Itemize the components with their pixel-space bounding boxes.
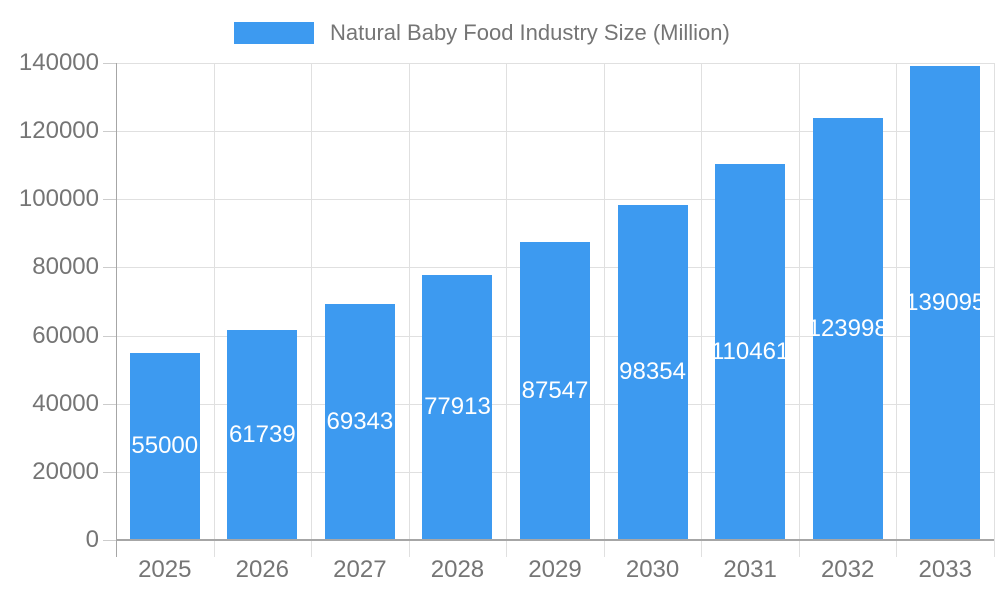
x-axis-tick-label: 2031 (723, 556, 777, 583)
bar-value-label: 77913 (424, 393, 491, 421)
gridline-vertical (408, 63, 410, 557)
x-axis-tick-label: 2027 (333, 556, 387, 583)
bar-2028[interactable] (422, 274, 493, 540)
bar-value-label: 69343 (326, 407, 394, 435)
bar-2030[interactable] (617, 204, 688, 540)
y-axis-tick (103, 63, 116, 64)
y-axis-tick (103, 267, 116, 269)
y-axis-tick-label: 80000 (32, 253, 99, 281)
bar-value-label: 55000 (131, 432, 199, 460)
x-axis-tick-label: 2033 (918, 556, 972, 583)
y-axis-tick (103, 471, 116, 473)
y-axis-line (116, 63, 117, 557)
gridline-horizontal (116, 199, 994, 201)
gridline-vertical (311, 63, 313, 557)
gridline-vertical (506, 63, 508, 557)
gridline-vertical (896, 63, 898, 557)
x-axis: 2025 2026 2027 2028 2029 2030 2031 2032 2033 (116, 556, 994, 590)
y-axis-tick-label: 60000 (32, 321, 99, 349)
bar-2029[interactable] (520, 241, 590, 540)
x-axis-baseline (116, 539, 994, 541)
bar-value-label: 87547 (521, 376, 589, 404)
legend: Natural Baby Food Industry Size (Million… (234, 11, 730, 55)
y-axis-tick-label: 100000 (18, 185, 99, 213)
x-axis-tick-label: 2030 (625, 556, 680, 583)
plot-area: 55000 61739 69343 77913 87547 98354 110461 1239… (103, 63, 995, 557)
x-axis-tick-label: 2032 (820, 556, 875, 583)
y-axis-tick (103, 199, 116, 201)
legend-swatch-icon (234, 22, 314, 44)
gridline-horizontal (116, 131, 994, 133)
y-axis-tick-label: 20000 (32, 457, 99, 485)
y-axis-tick-label: 0 (85, 526, 99, 553)
bar-2032[interactable] (812, 117, 883, 540)
bar-2027[interactable] (324, 303, 395, 540)
gridline-vertical (603, 63, 605, 557)
bar-value-label: 110461 (710, 337, 790, 365)
gridline-vertical (701, 63, 703, 557)
bar-value-label: 123998 (807, 314, 888, 342)
x-axis-tick-label: 2026 (235, 556, 290, 583)
bar-2026[interactable] (227, 329, 298, 540)
x-axis-tick-label: 2025 (138, 556, 192, 583)
y-axis-tick (103, 540, 116, 541)
y-axis-tick (103, 335, 116, 337)
y-axis-tick-label: 140000 (18, 49, 99, 76)
y-axis: 0 20000 40000 60000 80000 100000 120000 140000 (0, 0, 99, 600)
bar-2025[interactable] (129, 352, 200, 540)
bar-value-label: 61739 (228, 420, 296, 448)
y-axis-tick-label: 120000 (18, 117, 99, 145)
y-axis-tick-label: 40000 (32, 389, 99, 417)
gridline-horizontal (116, 63, 994, 64)
y-axis-tick (103, 403, 116, 405)
bar-2031[interactable] (715, 163, 786, 540)
x-axis-tick-label: 2028 (430, 556, 485, 583)
gridline-vertical (798, 63, 800, 557)
bar-value-label: 98354 (619, 358, 686, 386)
legend-label: Natural Baby Food Industry Size (Million… (330, 20, 730, 45)
x-axis-tick-label: 2029 (528, 556, 582, 583)
gridline-vertical (994, 63, 995, 557)
bar-value-label: 139095 (905, 289, 986, 317)
y-axis-tick (103, 131, 116, 133)
gridline-vertical (213, 63, 215, 557)
bar-2033[interactable] (910, 66, 981, 540)
